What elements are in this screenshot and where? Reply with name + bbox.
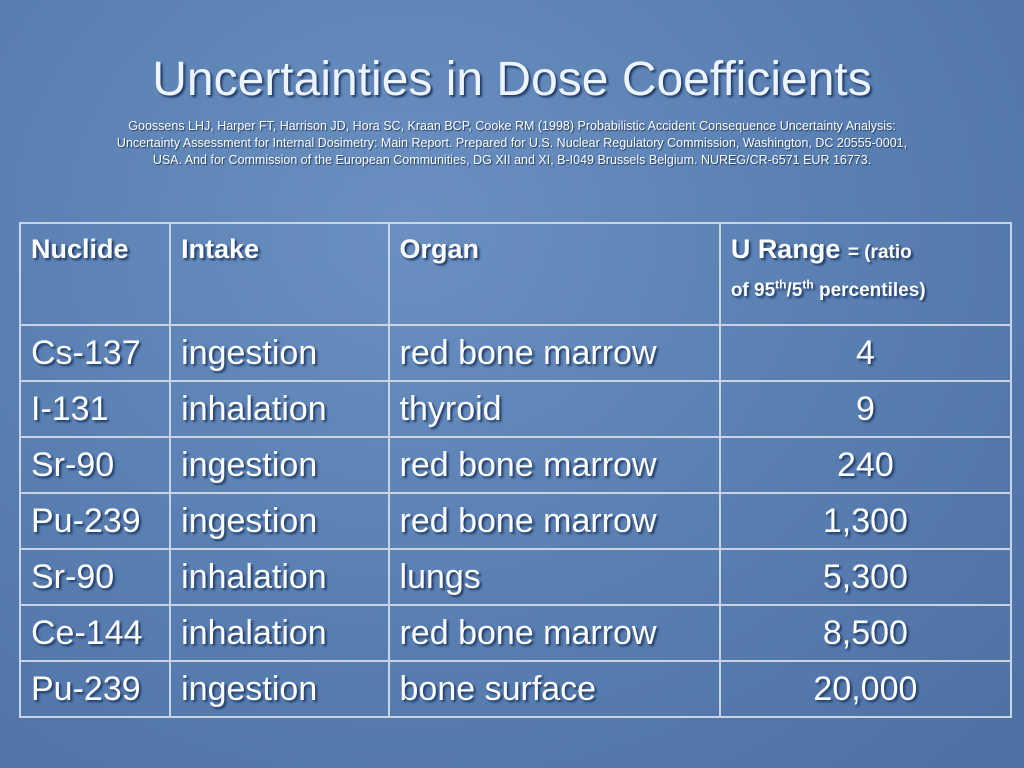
header-note: of 95th/5th percentiles)	[730, 278, 926, 302]
table-row: Ce-144 inhalation red bone marrow 8,500	[18, 604, 1013, 662]
table-cell: Sr-90	[18, 548, 172, 606]
table-cell: Cs-137	[18, 324, 172, 382]
table-cell: 5,300	[718, 548, 1013, 606]
table-cell: ingestion	[169, 660, 390, 718]
table-cell: Pu-239	[18, 660, 172, 718]
header-cell: Intake	[169, 222, 390, 326]
table-cell: 20,000	[718, 660, 1013, 718]
citation-line: Uncertainty Assessment for Internal Dosi…	[116, 136, 908, 150]
citation-line: Goossens LHJ, Harper FT, Harrison JD, Ho…	[128, 119, 896, 133]
table-cell: Pu-239	[18, 492, 172, 550]
table-cell: ingestion	[169, 324, 390, 382]
table-cell: inhalation	[169, 604, 390, 662]
header-text: U Range	[730, 234, 841, 264]
header-note: = (ratio	[847, 242, 912, 263]
title: Uncertainties in Dose Coefficients	[152, 53, 872, 106]
table-cell: inhalation	[169, 548, 390, 606]
table-cell: lungs	[387, 548, 721, 606]
citation-line: USA. And for Commission of the European …	[152, 153, 872, 167]
table-cell: inhalation	[169, 380, 390, 438]
table-cell: ingestion	[169, 436, 390, 494]
table-cell: Sr-90	[18, 436, 172, 494]
table-cell: 1,300	[718, 492, 1013, 550]
table-row: I-131 inhalation thyroid 9	[18, 380, 1013, 438]
table-cell: red bone marrow	[387, 492, 721, 550]
table-row: Sr-90 ingestion red bone marrow 240	[18, 436, 1013, 494]
superscript: th	[775, 278, 787, 292]
header-note: /5	[786, 280, 803, 302]
table-cell: 4	[718, 324, 1013, 382]
header-note: percentiles)	[813, 280, 926, 302]
table-cell: thyroid	[387, 380, 721, 438]
table-cell: red bone marrow	[387, 324, 721, 382]
header-note: of 95	[730, 280, 776, 302]
header-cell: Organ	[387, 222, 721, 326]
table-cell: bone surface	[387, 660, 721, 718]
superscript: th	[802, 278, 814, 292]
table-row: Pu-239 ingestion bone surface 20,000	[18, 660, 1013, 718]
table-cell: red bone marrow	[387, 604, 721, 662]
table: Nuclide Intake Organ U Range = (ratio of 95t…	[18, 222, 1013, 718]
table-cell: I-131	[18, 380, 172, 438]
header-cell: Nuclide	[18, 222, 172, 326]
table-cell: 9	[718, 380, 1013, 438]
citation: Goossens LHJ, Harper FT, Harrison JD, Ho…	[0, 118, 1024, 169]
table-cell: ingestion	[169, 492, 390, 550]
table-row: Pu-239 ingestion red bone marrow 1,300	[18, 492, 1013, 550]
table-row: Cs-137 ingestion red bone marrow 4	[18, 324, 1013, 382]
table-cell: 240	[718, 436, 1013, 494]
header-row: Nuclide Intake Organ U Range = (ratio of 95t…	[18, 222, 1013, 326]
table-cell: 8,500	[718, 604, 1013, 662]
header-cell: U Range = (ratio of 95th/5th percentiles)	[718, 222, 1013, 326]
table-cell: Ce-144	[18, 604, 172, 662]
table-cell: red bone marrow	[387, 436, 721, 494]
table-row: Sr-90 inhalation lungs 5,300	[18, 548, 1013, 606]
